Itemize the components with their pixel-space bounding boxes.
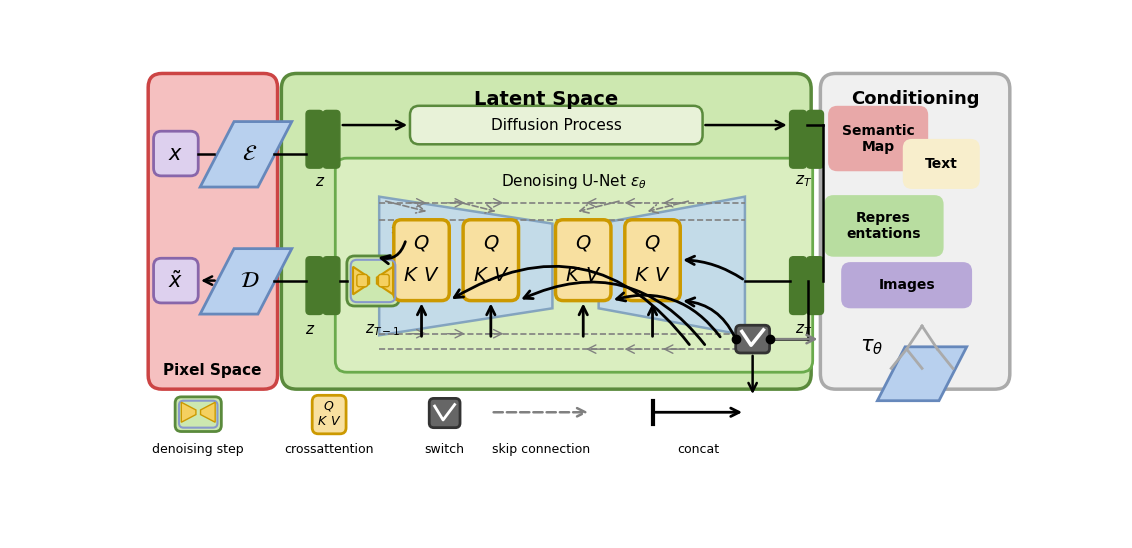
FancyBboxPatch shape xyxy=(806,110,823,168)
FancyBboxPatch shape xyxy=(841,262,972,309)
Text: $z_{T-1}$: $z_{T-1}$ xyxy=(366,322,401,338)
Text: crossattention: crossattention xyxy=(284,443,374,456)
FancyBboxPatch shape xyxy=(175,397,222,431)
Text: $V$: $V$ xyxy=(492,266,509,285)
FancyBboxPatch shape xyxy=(556,220,611,301)
FancyBboxPatch shape xyxy=(154,258,198,303)
Polygon shape xyxy=(379,197,552,335)
Text: concat: concat xyxy=(678,443,720,456)
FancyBboxPatch shape xyxy=(736,326,770,353)
Text: $V$: $V$ xyxy=(654,266,671,285)
Polygon shape xyxy=(377,267,393,294)
Text: Pixel Space: Pixel Space xyxy=(163,363,261,378)
Polygon shape xyxy=(200,402,215,423)
Text: $Q$: $Q$ xyxy=(644,233,661,253)
Polygon shape xyxy=(200,249,292,314)
Text: $Q$: $Q$ xyxy=(324,399,335,413)
FancyBboxPatch shape xyxy=(154,131,198,176)
FancyBboxPatch shape xyxy=(429,398,460,427)
FancyBboxPatch shape xyxy=(790,110,806,168)
FancyBboxPatch shape xyxy=(410,106,703,144)
FancyBboxPatch shape xyxy=(821,73,1010,389)
Text: Images: Images xyxy=(878,278,935,292)
Text: $z$: $z$ xyxy=(315,174,325,189)
Text: $x$: $x$ xyxy=(169,144,183,163)
FancyBboxPatch shape xyxy=(312,395,346,434)
FancyBboxPatch shape xyxy=(335,158,813,372)
Polygon shape xyxy=(181,402,196,423)
FancyBboxPatch shape xyxy=(282,73,812,389)
Text: $V$: $V$ xyxy=(585,266,601,285)
FancyBboxPatch shape xyxy=(148,73,277,389)
Text: $\tilde{x}$: $\tilde{x}$ xyxy=(169,270,183,292)
Text: $K$: $K$ xyxy=(317,415,328,428)
Polygon shape xyxy=(353,267,369,294)
FancyBboxPatch shape xyxy=(357,275,368,287)
Text: Diffusion Process: Diffusion Process xyxy=(491,118,621,133)
Text: $z$: $z$ xyxy=(305,322,315,337)
FancyBboxPatch shape xyxy=(790,256,806,315)
Text: $Q$: $Q$ xyxy=(482,233,499,253)
FancyBboxPatch shape xyxy=(323,110,340,168)
Text: $z_T$: $z_T$ xyxy=(795,174,812,189)
FancyBboxPatch shape xyxy=(378,275,389,287)
Text: switch: switch xyxy=(424,443,464,456)
Polygon shape xyxy=(877,347,967,401)
FancyBboxPatch shape xyxy=(306,110,323,168)
Text: $V$: $V$ xyxy=(329,415,341,428)
Text: Semantic
Map: Semantic Map xyxy=(842,124,915,154)
Text: $K$: $K$ xyxy=(473,266,489,285)
Text: $K$: $K$ xyxy=(403,266,420,285)
FancyBboxPatch shape xyxy=(829,106,928,171)
Text: skip connection: skip connection xyxy=(491,443,590,456)
Text: $z_T$: $z_T$ xyxy=(795,322,812,338)
FancyBboxPatch shape xyxy=(346,256,400,306)
Text: $\mathcal{E}$: $\mathcal{E}$ xyxy=(242,144,257,164)
FancyBboxPatch shape xyxy=(903,139,980,189)
FancyBboxPatch shape xyxy=(323,256,340,315)
Text: $K$: $K$ xyxy=(634,266,651,285)
Polygon shape xyxy=(599,197,745,335)
FancyBboxPatch shape xyxy=(394,220,449,301)
Text: $Q$: $Q$ xyxy=(575,233,592,253)
Text: Denoising U-Net $\epsilon_\theta$: Denoising U-Net $\epsilon_\theta$ xyxy=(501,172,646,191)
Text: $V$: $V$ xyxy=(423,266,439,285)
Text: $\times(T-1)$: $\times(T-1)$ xyxy=(389,222,441,237)
Polygon shape xyxy=(200,122,292,187)
Text: $Q$: $Q$ xyxy=(413,233,430,253)
FancyBboxPatch shape xyxy=(463,220,518,301)
Text: denoising step: denoising step xyxy=(153,443,245,456)
FancyBboxPatch shape xyxy=(625,220,680,301)
Text: $\tau_\theta$: $\tau_\theta$ xyxy=(860,337,884,357)
Text: $\mathcal{D}$: $\mathcal{D}$ xyxy=(240,271,259,292)
Text: Repres
entations: Repres entations xyxy=(847,211,920,241)
FancyBboxPatch shape xyxy=(306,256,323,315)
Text: Conditioning: Conditioning xyxy=(851,90,979,109)
FancyBboxPatch shape xyxy=(824,195,944,256)
Text: Latent Space: Latent Space xyxy=(474,90,618,110)
FancyBboxPatch shape xyxy=(806,256,823,315)
Text: $K$: $K$ xyxy=(565,266,581,285)
Text: Text: Text xyxy=(925,157,958,172)
